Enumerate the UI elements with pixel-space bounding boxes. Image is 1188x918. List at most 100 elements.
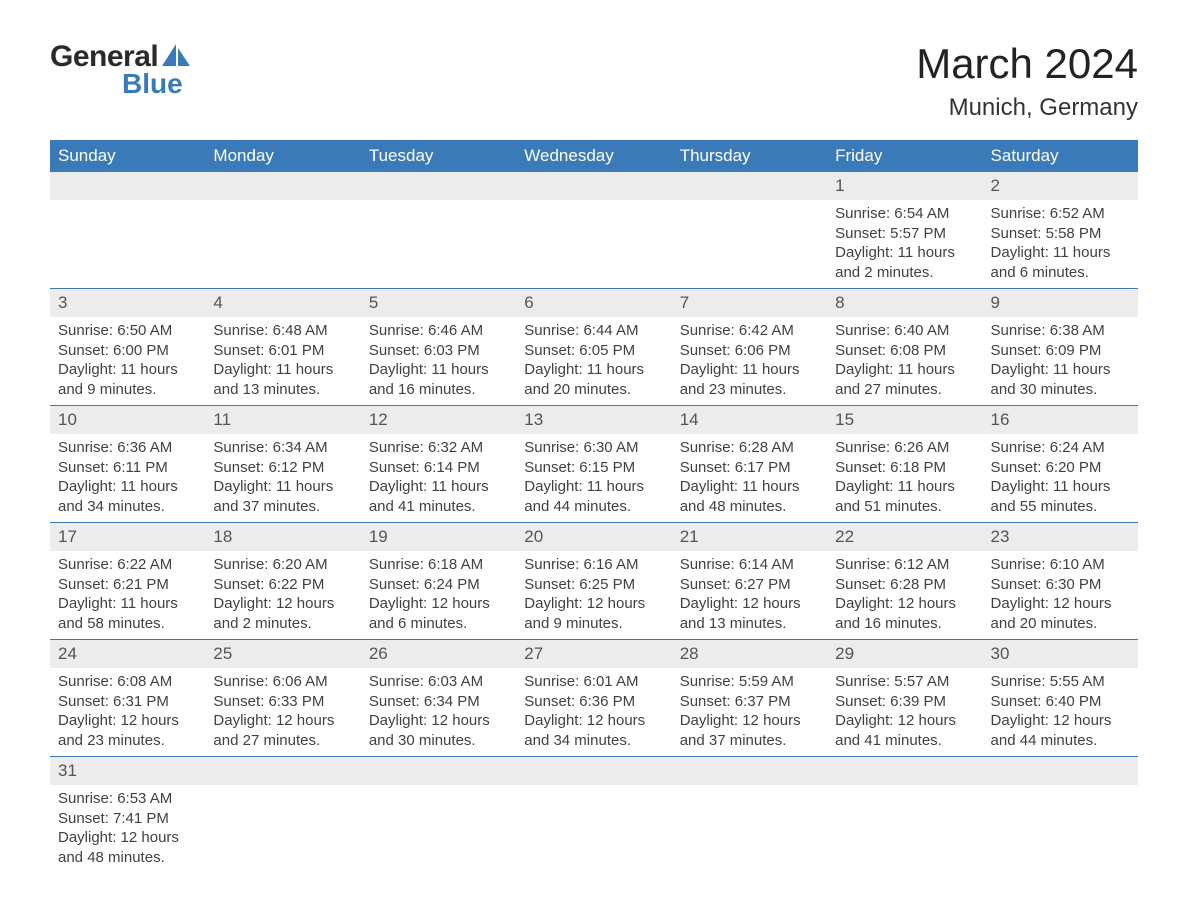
sunrise-text: Sunrise: 6:38 AM — [991, 321, 1130, 341]
sunset-text: Sunset: 6:22 PM — [213, 575, 352, 595]
month-title: March 2024 — [916, 40, 1138, 88]
day-data-cell: Sunrise: 6:22 AMSunset: 6:21 PMDaylight:… — [50, 551, 205, 640]
day-number-row: 3456789 — [50, 289, 1138, 318]
day-data-cell: Sunrise: 6:20 AMSunset: 6:22 PMDaylight:… — [205, 551, 360, 640]
daylight-text-1: Daylight: 11 hours — [835, 477, 974, 497]
day-data-cell: Sunrise: 6:08 AMSunset: 6:31 PMDaylight:… — [50, 668, 205, 757]
daylight-text-2: and 23 minutes. — [680, 380, 819, 400]
daylight-text-1: Daylight: 12 hours — [58, 711, 197, 731]
day-data-cell: Sunrise: 6:28 AMSunset: 6:17 PMDaylight:… — [672, 434, 827, 523]
day-number-cell: 27 — [516, 640, 671, 669]
day-number-cell — [983, 757, 1138, 786]
daylight-text-2: and 48 minutes. — [58, 848, 197, 868]
daylight-text-1: Daylight: 12 hours — [58, 828, 197, 848]
day-data-cell: Sunrise: 6:42 AMSunset: 6:06 PMDaylight:… — [672, 317, 827, 406]
day-number-cell: 21 — [672, 523, 827, 552]
day-number-cell: 7 — [672, 289, 827, 318]
day-data-cell: Sunrise: 5:57 AMSunset: 6:39 PMDaylight:… — [827, 668, 982, 757]
sunset-text: Sunset: 6:30 PM — [991, 575, 1130, 595]
day-number-cell: 10 — [50, 406, 205, 435]
sunrise-text: Sunrise: 6:44 AM — [524, 321, 663, 341]
day-data-cell — [205, 785, 360, 873]
day-number-cell: 28 — [672, 640, 827, 669]
daylight-text-1: Daylight: 12 hours — [991, 711, 1130, 731]
sunrise-text: Sunrise: 6:30 AM — [524, 438, 663, 458]
sunrise-text: Sunrise: 6:46 AM — [369, 321, 508, 341]
day-data-cell: Sunrise: 6:48 AMSunset: 6:01 PMDaylight:… — [205, 317, 360, 406]
sunrise-text: Sunrise: 6:53 AM — [58, 789, 197, 809]
day-data-cell — [516, 200, 671, 289]
daylight-text-2: and 9 minutes. — [58, 380, 197, 400]
sunset-text: Sunset: 6:03 PM — [369, 341, 508, 361]
daylight-text-2: and 58 minutes. — [58, 614, 197, 634]
day-number-cell — [516, 172, 671, 200]
day-number-cell: 12 — [361, 406, 516, 435]
daylight-text-1: Daylight: 11 hours — [835, 243, 974, 263]
day-data-cell: Sunrise: 6:50 AMSunset: 6:00 PMDaylight:… — [50, 317, 205, 406]
daylight-text-2: and 9 minutes. — [524, 614, 663, 634]
sunset-text: Sunset: 6:18 PM — [835, 458, 974, 478]
sunrise-text: Sunrise: 5:57 AM — [835, 672, 974, 692]
weekday-header: Wednesday — [516, 140, 671, 172]
day-data-cell — [827, 785, 982, 873]
sunrise-text: Sunrise: 6:22 AM — [58, 555, 197, 575]
sunset-text: Sunset: 6:36 PM — [524, 692, 663, 712]
daylight-text-1: Daylight: 12 hours — [835, 711, 974, 731]
day-number-cell — [672, 172, 827, 200]
sunset-text: Sunset: 6:34 PM — [369, 692, 508, 712]
daylight-text-2: and 27 minutes. — [835, 380, 974, 400]
daylight-text-2: and 48 minutes. — [680, 497, 819, 517]
sunset-text: Sunset: 6:31 PM — [58, 692, 197, 712]
day-number-cell — [827, 757, 982, 786]
day-data-cell: Sunrise: 6:53 AMSunset: 7:41 PMDaylight:… — [50, 785, 205, 873]
day-data-cell: Sunrise: 6:06 AMSunset: 6:33 PMDaylight:… — [205, 668, 360, 757]
day-number-row: 31 — [50, 757, 1138, 786]
weekday-header: Sunday — [50, 140, 205, 172]
daylight-text-1: Daylight: 11 hours — [369, 360, 508, 380]
day-data-cell: Sunrise: 5:55 AMSunset: 6:40 PMDaylight:… — [983, 668, 1138, 757]
day-number-cell: 23 — [983, 523, 1138, 552]
sunset-text: Sunset: 7:41 PM — [58, 809, 197, 829]
day-number-cell — [361, 172, 516, 200]
weekday-header: Friday — [827, 140, 982, 172]
day-data-row: Sunrise: 6:54 AMSunset: 5:57 PMDaylight:… — [50, 200, 1138, 289]
sunset-text: Sunset: 5:57 PM — [835, 224, 974, 244]
sunrise-text: Sunrise: 5:55 AM — [991, 672, 1130, 692]
daylight-text-1: Daylight: 12 hours — [680, 711, 819, 731]
daylight-text-1: Daylight: 12 hours — [680, 594, 819, 614]
daylight-text-2: and 27 minutes. — [213, 731, 352, 751]
day-data-cell — [361, 200, 516, 289]
day-number-cell: 4 — [205, 289, 360, 318]
daylight-text-1: Daylight: 11 hours — [680, 360, 819, 380]
day-data-cell: Sunrise: 6:30 AMSunset: 6:15 PMDaylight:… — [516, 434, 671, 523]
daylight-text-1: Daylight: 11 hours — [991, 477, 1130, 497]
daylight-text-2: and 37 minutes. — [213, 497, 352, 517]
daylight-text-1: Daylight: 11 hours — [991, 360, 1130, 380]
day-data-cell: Sunrise: 6:26 AMSunset: 6:18 PMDaylight:… — [827, 434, 982, 523]
day-number-row: 24252627282930 — [50, 640, 1138, 669]
day-number-cell: 17 — [50, 523, 205, 552]
day-data-row: Sunrise: 6:36 AMSunset: 6:11 PMDaylight:… — [50, 434, 1138, 523]
sunset-text: Sunset: 6:27 PM — [680, 575, 819, 595]
day-number-cell — [205, 172, 360, 200]
daylight-text-2: and 41 minutes. — [835, 731, 974, 751]
title-block: March 2024 Munich, Germany — [916, 40, 1138, 122]
day-data-row: Sunrise: 6:53 AMSunset: 7:41 PMDaylight:… — [50, 785, 1138, 873]
sunset-text: Sunset: 6:08 PM — [835, 341, 974, 361]
weekday-header: Tuesday — [361, 140, 516, 172]
sunrise-text: Sunrise: 6:36 AM — [58, 438, 197, 458]
day-number-cell: 31 — [50, 757, 205, 786]
day-data-cell — [516, 785, 671, 873]
day-number-cell: 18 — [205, 523, 360, 552]
weekday-header: Saturday — [983, 140, 1138, 172]
day-data-cell: Sunrise: 6:10 AMSunset: 6:30 PMDaylight:… — [983, 551, 1138, 640]
day-data-cell: Sunrise: 6:24 AMSunset: 6:20 PMDaylight:… — [983, 434, 1138, 523]
sunset-text: Sunset: 6:05 PM — [524, 341, 663, 361]
day-data-row: Sunrise: 6:22 AMSunset: 6:21 PMDaylight:… — [50, 551, 1138, 640]
day-data-cell: Sunrise: 6:16 AMSunset: 6:25 PMDaylight:… — [516, 551, 671, 640]
sunrise-text: Sunrise: 6:28 AM — [680, 438, 819, 458]
day-number-cell: 14 — [672, 406, 827, 435]
daylight-text-2: and 37 minutes. — [680, 731, 819, 751]
day-number-row: 12 — [50, 172, 1138, 200]
sunrise-text: Sunrise: 6:42 AM — [680, 321, 819, 341]
